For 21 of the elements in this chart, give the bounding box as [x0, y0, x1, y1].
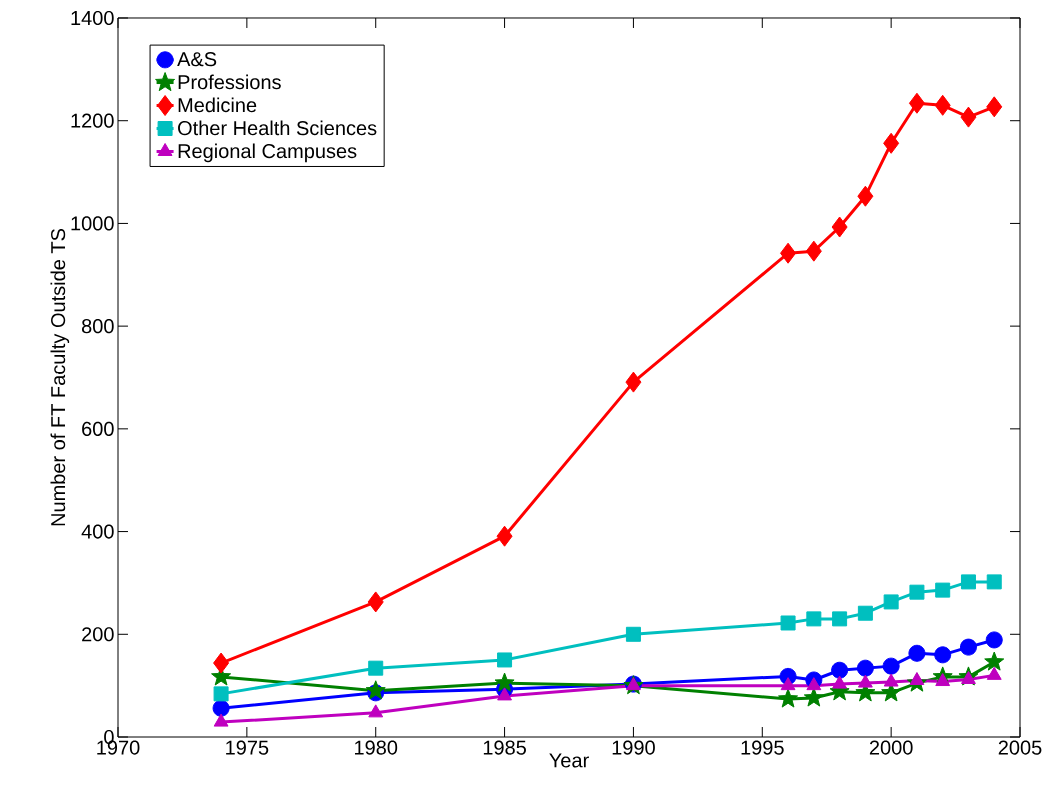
y-tick-label: 1200	[71, 113, 114, 128]
x-tick-label: 2000	[869, 740, 913, 755]
y-tick-label: 200	[82, 627, 114, 642]
y-tick-label: 800	[81, 319, 114, 334]
legend-label: Professions	[178, 74, 281, 90]
x-axis-title: Year	[549, 753, 589, 768]
y-tick-label: 600	[82, 421, 114, 436]
x-tick-label: 1995	[741, 740, 784, 755]
y-tick-label: 1400	[71, 10, 114, 26]
y-tick-label: 400	[81, 524, 114, 539]
legend-label: Medicine	[178, 97, 257, 113]
y-axis-title: Number of FT Faculty Outside TS	[50, 228, 70, 526]
x-tick-label: 2005	[998, 740, 1042, 755]
x-tick-label: 1985	[483, 740, 526, 755]
legend-label: A&S	[177, 52, 217, 67]
legend-label: Regional Campuses	[178, 143, 357, 163]
x-tick-label: 1980	[355, 740, 398, 755]
y-tick-label: 1000	[71, 216, 114, 231]
legend-label: Other Health Sciences	[178, 120, 377, 136]
x-tick-label: 1990	[612, 740, 655, 755]
x-tick-label: 1975	[226, 740, 269, 755]
